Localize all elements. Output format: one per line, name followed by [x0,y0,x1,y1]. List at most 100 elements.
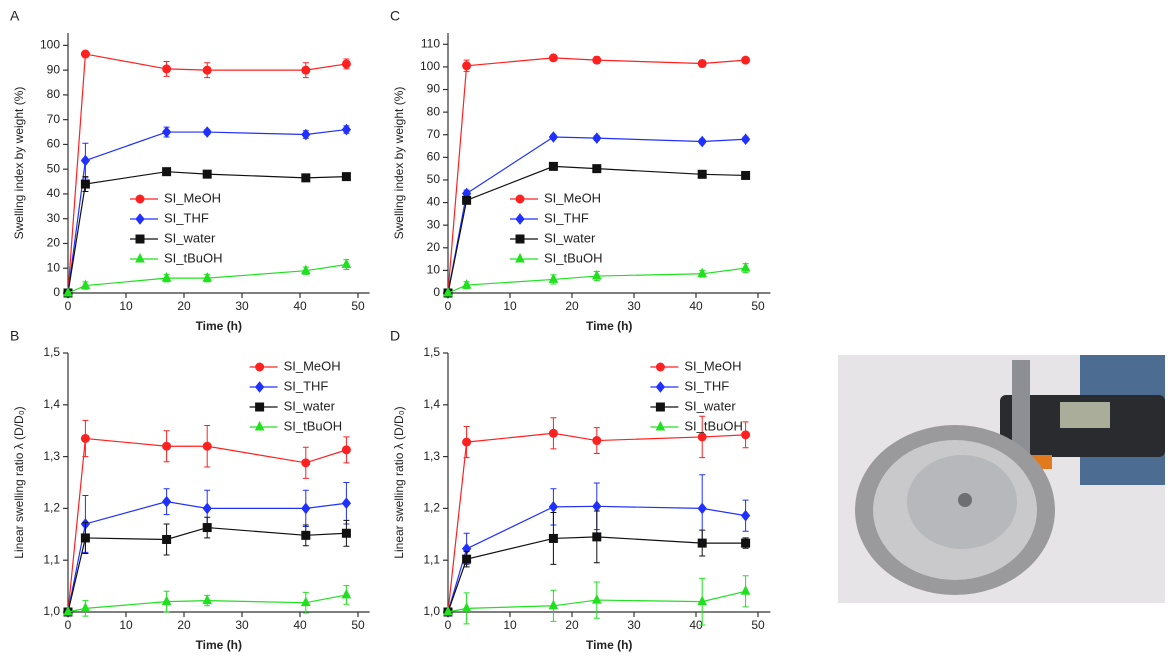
series-line [67,526,347,613]
marker [301,502,311,515]
legend-label: SI_tBuOH [164,250,223,265]
marker [301,530,311,540]
marker [202,594,213,605]
x-tick-label: 30 [627,299,641,313]
y-tick-label: 100 [420,59,440,73]
marker [548,501,559,513]
x-tick-label: 10 [119,299,133,313]
legend-label: SI_water [684,398,736,413]
marker [740,262,751,272]
legend-label: SI_tBuOH [684,418,743,433]
series-line [447,136,746,294]
legend-label: SI_water [284,398,336,413]
marker [301,173,311,183]
panel: A 0 10 20 30 40 50 60 70 80 90 100 0 10 20 30 40 50 Time (… [10,8,370,333]
y-tick-label: 1,5 [43,345,60,359]
marker [301,65,311,75]
y-tick-label: 30 [427,217,441,231]
x-tick-label: 20 [565,618,579,632]
series-line [447,536,746,613]
x-tick-label: 0 [65,299,72,313]
y-tick-label: 80 [427,104,441,118]
panel: B 1,0 1,1 1,2 1,3 1,4 1,5 0 10 20 30 40 50 Time (h) Li… [10,328,370,652]
marker [255,362,265,372]
marker [255,402,265,412]
marker [655,402,665,412]
legend-label: SI_THF [164,210,209,225]
marker [697,432,707,442]
marker [301,128,311,141]
marker [548,161,558,171]
marker [341,588,352,599]
marker [515,234,525,244]
y-tick-label: 1,0 [43,604,60,618]
y-tick-label: 20 [47,236,61,250]
marker [461,602,472,612]
legend-label: SI_tBuOH [284,418,343,433]
y-tick-label: 1,4 [43,397,60,411]
marker [300,596,311,607]
marker [697,135,707,148]
legend-label: SI_THF [684,378,729,393]
series-line [67,171,347,294]
marker [741,170,751,180]
legend-label: SI_MeOH [684,358,741,373]
y-axis-label: Swelling index by weight (%) [12,87,26,240]
marker [548,599,559,610]
marker [740,509,751,522]
marker [80,279,91,290]
marker [341,258,352,269]
x-tick-label: 10 [503,618,517,632]
y-tick-label: 10 [47,260,61,274]
x-tick-label: 40 [689,299,703,313]
y-tick-label: 0 [53,285,60,299]
marker [655,362,665,372]
y-tick-label: 40 [47,186,61,200]
x-tick-label: 20 [565,299,579,313]
marker [591,593,602,604]
marker [341,497,352,510]
marker [202,502,212,515]
marker [80,49,90,59]
marker [162,534,172,544]
x-tick-label: 20 [177,618,191,632]
x-tick-label: 40 [293,618,307,632]
marker [548,428,558,438]
y-tick-label: 110 [421,36,440,50]
marker [655,420,666,431]
marker [592,500,602,513]
caliper-display [1060,402,1110,428]
y-tick-label: 70 [47,112,61,126]
marker [697,502,707,515]
y-tick-label: 10 [427,263,441,277]
marker [162,441,172,451]
y-tick-label: 1,4 [423,397,440,411]
y-tick-label: 1,2 [43,501,60,515]
y-tick-label: 1,5 [423,345,440,359]
marker [591,269,602,280]
marker [462,554,472,564]
marker [202,272,213,282]
y-tick-label: 60 [47,137,61,151]
marker [341,123,352,136]
x-tick-label: 30 [235,618,249,632]
marker [697,169,707,179]
marker [741,430,751,440]
marker [80,602,91,612]
y-axis-label: Linear swelling ratio λ (D/D₀) [12,406,26,558]
marker [202,441,212,451]
y-tick-label: 40 [427,195,441,209]
marker [462,61,472,71]
panel-label: A [10,8,20,24]
marker [697,267,708,278]
series-line [447,432,746,613]
marker [443,286,453,297]
marker [741,55,751,65]
panel-label: C [390,8,400,24]
y-tick-label: 50 [47,161,61,175]
y-tick-label: 20 [427,240,441,254]
y-axis-label: Linear swelling ratio λ (D/D₀) [392,406,406,558]
marker [254,420,265,431]
